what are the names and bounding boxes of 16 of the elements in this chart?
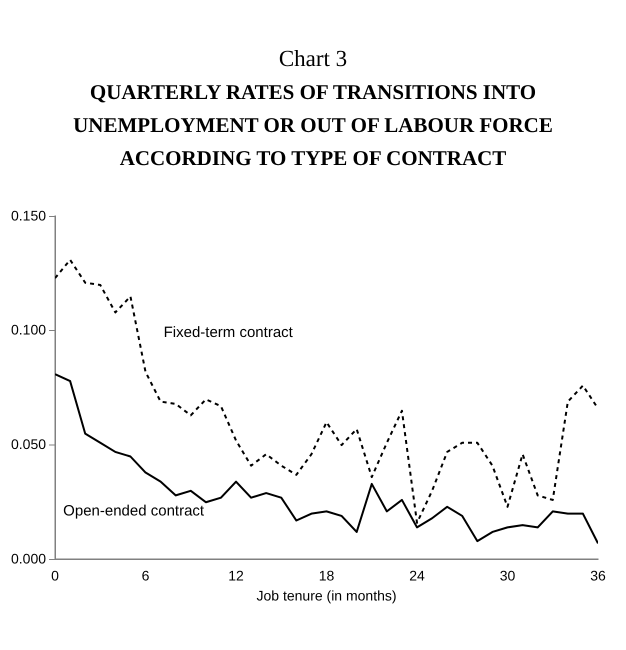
- x-tick-label: 18: [318, 568, 335, 584]
- x-tick-label: 30: [500, 568, 516, 584]
- x-tick-label: 12: [228, 568, 244, 584]
- y-tick-label: 0.150: [10, 207, 46, 224]
- x-tick-label: 24: [409, 568, 426, 584]
- series-label: Open-ended contract: [63, 502, 205, 520]
- series-label: Fixed-term contract: [164, 324, 294, 342]
- y-tick-label: 0.100: [10, 322, 46, 338]
- x-tick-label: 6: [142, 568, 150, 584]
- y-tick-label: 0.050: [10, 436, 46, 452]
- y-tick-label: 0.000: [10, 550, 46, 566]
- x-tick-label: 0: [51, 568, 60, 584]
- chart-title: QUARTERLY RATES OF TRANSITIONS INTO UNEMPLOYMENT OR OUT OF LABOUR FORCE ACCORDING TO TYPE OF CONTRACT: [72, 79, 554, 172]
- chart-subtitle: Chart 3: [278, 46, 348, 72]
- x-tick-label: 36: [590, 568, 606, 584]
- x-axis-title: Job tenure (in months): [256, 587, 397, 604]
